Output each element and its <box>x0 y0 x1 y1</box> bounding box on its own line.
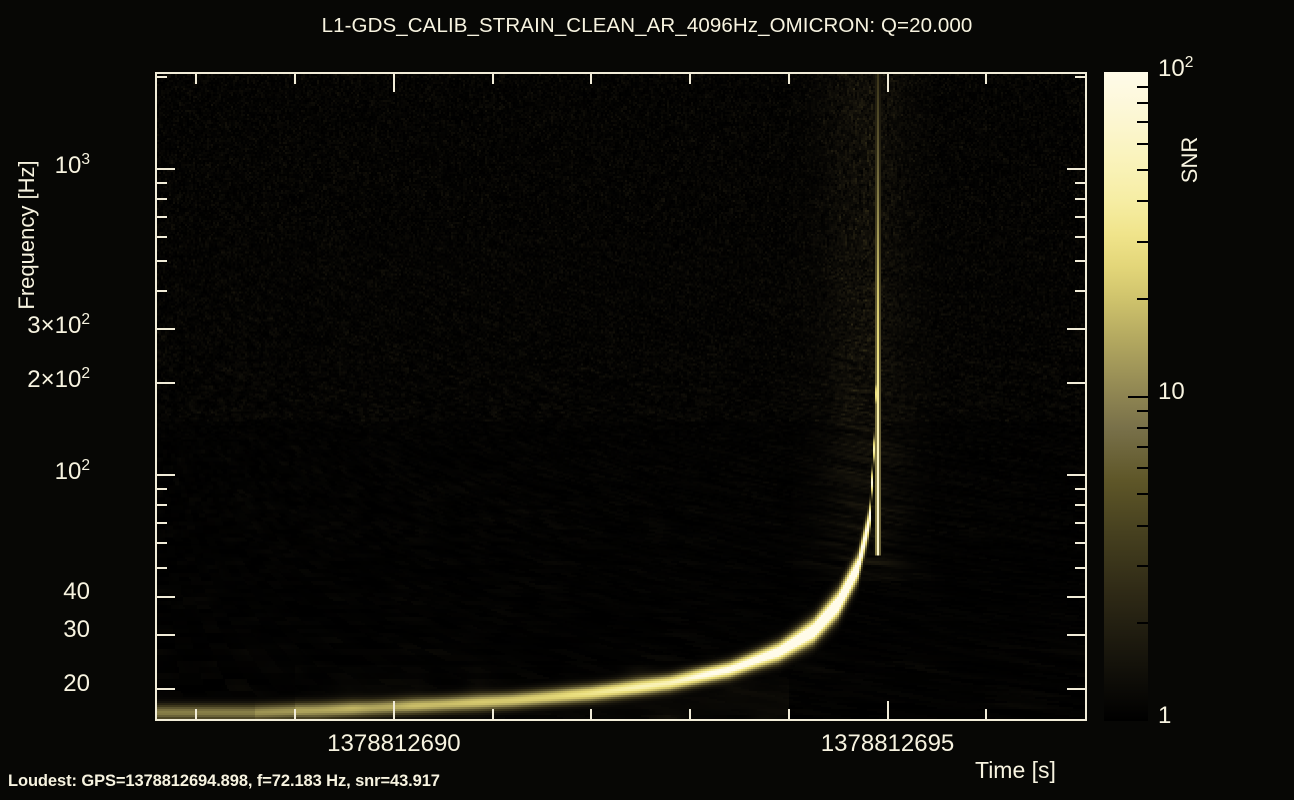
y-axis-title: Frequency [Hz] <box>14 160 39 310</box>
colorbar-tick-label-text: 10 <box>1158 377 1185 405</box>
y-axis-tick-label: 102 <box>55 458 90 484</box>
y-axis-tick-label-text: 30 <box>63 616 90 644</box>
y-axis-tick-label-text: 3×10 <box>27 312 82 340</box>
colorbar-tick-label-exponent: 2 <box>1184 54 1194 71</box>
colorbar-tick-label: 102 <box>1158 55 1193 81</box>
colorbar-title: SNR <box>1177 136 1202 184</box>
x-axis-title: Time [s] <box>975 757 1056 783</box>
y-axis-tick-label-text: 20 <box>63 670 90 698</box>
y-axis-tick-label: 30 <box>63 618 90 642</box>
y-axis-tick-label-exponent: 2 <box>81 311 90 329</box>
y-axis-tick-label-text: 40 <box>63 578 90 606</box>
y-axis-tick-label-exponent: 2 <box>81 457 90 475</box>
colorbar-tick-label-text: 1 <box>1158 702 1172 729</box>
x-axis-tick-label: 1378812695 <box>820 730 955 757</box>
x-axis-tick-label: 1378812690 <box>327 730 461 757</box>
colorbar-gradient <box>1104 72 1148 721</box>
spectrogram-canvas <box>157 74 1085 719</box>
colorbar-tick-label-text: 10 <box>1158 55 1185 82</box>
spectrogram-plot-area[interactable] <box>155 72 1087 721</box>
y-axis-tick-label-text: 10 <box>54 458 82 486</box>
y-axis-tick-label: 2×102 <box>27 366 90 392</box>
y-axis-tick-label-text: 10 <box>54 152 82 180</box>
y-axis-tick-label: 40 <box>63 580 90 604</box>
page-title: L1-GDS_CALIB_STRAIN_CLEAN_AR_4096Hz_OMIC… <box>321 14 973 37</box>
y-axis-tick-label-exponent: 2 <box>81 365 90 383</box>
colorbar-tick-label: 10 <box>1158 377 1185 405</box>
y-axis-tick-label: 20 <box>63 672 90 696</box>
loudest-event-status: Loudest: GPS=1378812694.898, f=72.183 Hz… <box>8 772 440 790</box>
y-axis-tick-label-text: 2×10 <box>27 366 82 394</box>
y-axis-tick-label: 3×102 <box>27 312 90 338</box>
y-axis-tick-label-exponent: 3 <box>81 151 90 169</box>
y-axis-tick-label: 103 <box>55 152 90 178</box>
colorbar-tick-label: 1 <box>1158 704 1171 728</box>
